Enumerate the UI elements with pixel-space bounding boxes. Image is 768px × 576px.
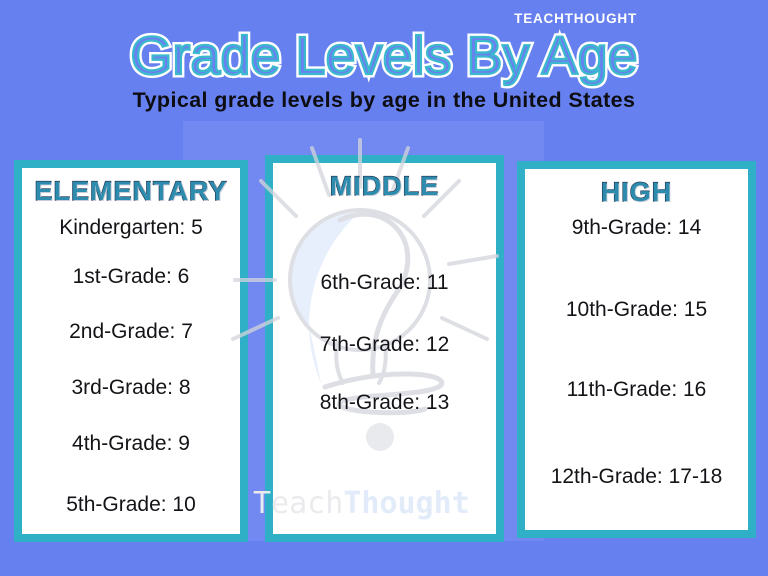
page-subtitle: Typical grade levels by age in the Unite… <box>132 88 636 112</box>
grade-row: 4th-Grade: 9 <box>72 432 190 455</box>
middle-card: MIDDLE 6th-Grade: 11 7th-Grade: 12 8th-G… <box>265 155 504 542</box>
grade-row: Kindergarten: 5 <box>59 216 203 239</box>
grade-row: 2nd-Grade: 7 <box>69 320 193 343</box>
grade-row: 12th-Grade: 17-18 <box>550 465 723 488</box>
high-card-title: HIGH <box>600 176 673 207</box>
high-card: HIGH 9th-Grade: 14 10th-Grade: 15 11th-G… <box>517 161 756 538</box>
grade-row: 1st-Grade: 6 <box>72 265 190 288</box>
page-title: Grade Levels By Age <box>129 26 639 86</box>
grade-row: 7th-Grade: 12 <box>319 333 450 356</box>
grade-row: 6th-Grade: 11 <box>320 271 449 294</box>
grade-row: 11th-Grade: 16 <box>566 378 707 401</box>
page-title-outline: Grade Levels By Age <box>127 25 641 88</box>
watermark-part-thought: Thought <box>343 486 470 521</box>
grade-row: 8th-Grade: 13 <box>319 391 450 414</box>
grade-row: 3rd-Grade: 8 <box>71 376 191 399</box>
watermark-part-teach: Teach <box>253 486 344 521</box>
brand-logo: TEACHTHOUGHT <box>514 11 637 26</box>
grade-row: 10th-Grade: 15 <box>565 298 708 321</box>
middle-card-title: MIDDLE <box>329 170 440 201</box>
grade-row: 9th-Grade: 14 <box>571 216 702 239</box>
elementary-card: ELEMENTARY Kindergarten: 5 1st-Grade: 6 … <box>14 160 248 542</box>
elementary-card-title: ELEMENTARY <box>34 175 228 206</box>
watermark-teachthought: TeachThought <box>253 486 470 521</box>
grade-row: 5th-Grade: 10 <box>66 493 196 516</box>
